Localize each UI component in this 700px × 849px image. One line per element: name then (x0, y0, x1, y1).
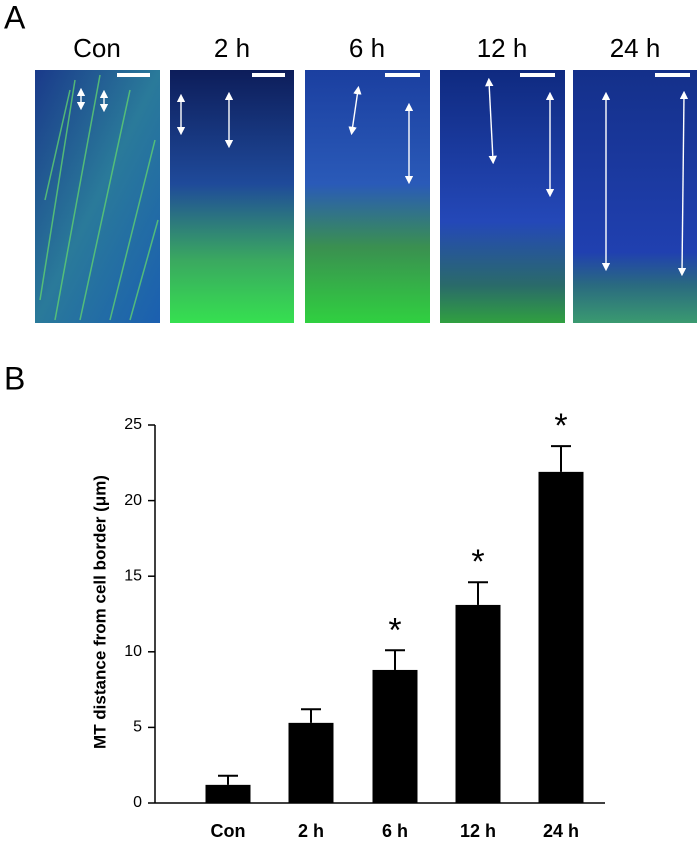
image-panel (305, 70, 430, 323)
image-title: 2 h (214, 33, 250, 63)
y-tick-label: 15 (124, 567, 142, 584)
y-axis-label: MT distance from cell border (μm) (90, 475, 109, 749)
x-tick-label: 2 h (298, 821, 324, 841)
y-tick-label: 10 (124, 643, 142, 660)
image-panel (35, 70, 160, 323)
image-title: 6 h (349, 33, 385, 63)
panel-label: B (4, 360, 25, 396)
significance-mark: * (388, 611, 401, 649)
image-title: 24 h (610, 33, 661, 63)
y-tick-label: 25 (124, 416, 142, 433)
x-tick-label: Con (211, 821, 246, 841)
x-tick-label: 24 h (543, 821, 579, 841)
panel-label: A (4, 0, 26, 35)
x-tick-label: 6 h (382, 821, 408, 841)
bar (205, 784, 251, 803)
x-tick-label: 12 h (460, 821, 496, 841)
significance-mark: * (554, 407, 567, 445)
image-title: Con (73, 33, 121, 63)
y-tick-label: 5 (133, 719, 142, 736)
image-panel (573, 70, 697, 323)
bar (288, 722, 334, 803)
image-panel (440, 70, 565, 323)
bar (372, 669, 418, 803)
image-title: 12 h (477, 33, 528, 63)
bar (455, 604, 501, 803)
y-tick-label: 0 (133, 794, 142, 811)
bar (538, 471, 584, 803)
y-tick-label: 20 (124, 492, 142, 509)
significance-mark: * (471, 543, 484, 581)
image-panel (170, 70, 294, 323)
